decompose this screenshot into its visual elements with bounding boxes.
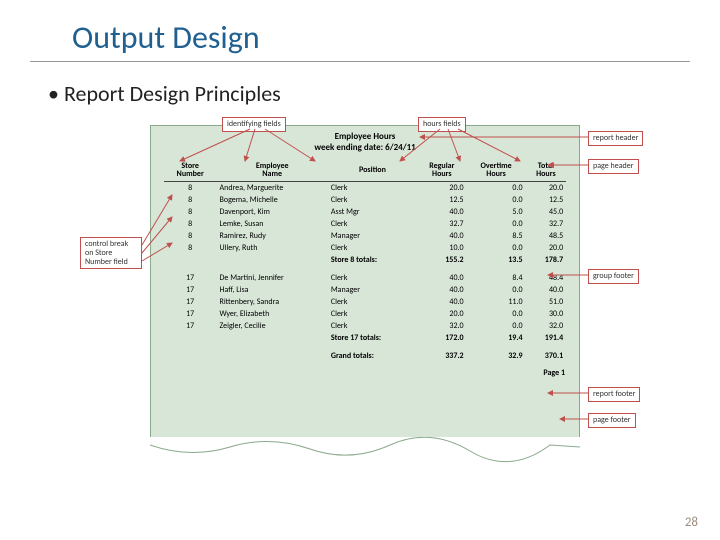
table-row: 17Wyer, ElizabethClerk20.00.030.0 xyxy=(164,308,566,320)
group-total-row: Store 17 totals:172.019.4191.4 xyxy=(164,332,566,344)
table-row: 8Bogema, MichelleClerk12.50.012.5 xyxy=(164,194,566,206)
column-header: EmployeeName xyxy=(217,160,328,182)
callout-hours: hours fields xyxy=(418,117,466,132)
table-row: 8Andrea, MargueriteClerk20.00.020.0 xyxy=(164,182,566,195)
table-row: 17Zeigler, CecilieClerk32.00.032.0 xyxy=(164,320,566,332)
column-header: OvertimeHours xyxy=(467,160,526,182)
grand-total-row: Grand totals:337.232.9370.1 xyxy=(164,350,566,362)
report-figure: Employee Hours week ending date: 6/24/11… xyxy=(80,117,640,467)
table-row: 8Ramirez, RudyManager40.08.548.5 xyxy=(164,230,566,242)
column-header: StoreNumber xyxy=(164,160,217,182)
table-row: 17Rittenbery, SandraClerk40.011.051.0 xyxy=(164,296,566,308)
callout-group-footer: group footer xyxy=(588,269,639,284)
table-row: 8Davenport, KimAsst Mgr40.05.045.0 xyxy=(164,206,566,218)
column-header: Position xyxy=(328,160,417,182)
table-row: 17De Martini, JenniferClerk40.08.448.4 xyxy=(164,272,566,284)
table-row: 8Ullery, RuthClerk10.00.020.0 xyxy=(164,242,566,254)
callout-report-header: report header xyxy=(588,131,643,146)
report-table: StoreNumberEmployeeNamePositionRegularHo… xyxy=(164,160,566,363)
report-rows: 8Andrea, MargueriteClerk20.00.020.08Boge… xyxy=(164,182,566,363)
column-header: RegularHours xyxy=(417,160,467,182)
table-row: 17Haff, LisaManager40.00.040.0 xyxy=(164,284,566,296)
callout-control-break: control breakon StoreNumber field xyxy=(80,237,142,269)
torn-edge xyxy=(150,437,580,465)
slide-number: 28 xyxy=(685,515,698,530)
column-header: TotalHours xyxy=(526,160,567,182)
report-title-1: Employee Hours xyxy=(335,131,396,142)
group-total-row: Store 8 totals:155.213.5178.7 xyxy=(164,254,566,266)
slide-title: Output Design xyxy=(30,0,690,62)
report-body: Employee Hours week ending date: 6/24/11… xyxy=(150,125,580,455)
page-label: Page 1 xyxy=(151,362,579,378)
callout-page-footer: page footer xyxy=(588,413,636,428)
bullet-text: Report Design Principles xyxy=(0,80,720,107)
report-header-block: Employee Hours week ending date: 6/24/11 xyxy=(151,126,579,154)
callout-identifying: identifying fields xyxy=(222,117,286,132)
table-row: 8Lemke, SusanClerk32.70.032.7 xyxy=(164,218,566,230)
callout-report-footer: report footer xyxy=(588,387,640,402)
report-title-2: week ending date: 6/24/11 xyxy=(314,142,415,153)
column-header-row: StoreNumberEmployeeNamePositionRegularHo… xyxy=(164,160,566,182)
callout-page-header: page header xyxy=(588,159,639,174)
